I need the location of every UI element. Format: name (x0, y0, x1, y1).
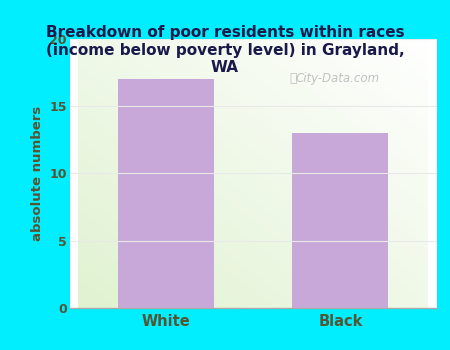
Text: City-Data.com: City-Data.com (295, 72, 379, 85)
Bar (118, 79, 214, 308)
Text: Breakdown of poor residents within races
(income below poverty level) in Graylan: Breakdown of poor residents within races… (46, 25, 404, 76)
Bar (292, 133, 388, 308)
Text: ⦾: ⦾ (290, 72, 297, 85)
Y-axis label: absolute numbers: absolute numbers (31, 106, 44, 241)
